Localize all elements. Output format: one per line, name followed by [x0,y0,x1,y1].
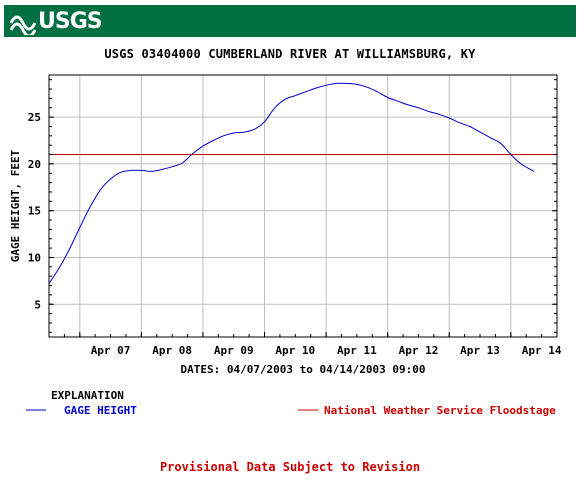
x-tick-label: Apr 13 [460,344,500,357]
x-tick-label: Apr 09 [214,344,254,357]
y-tick-label: 20 [28,158,41,171]
x-tick-label: Apr 07 [91,344,131,357]
x-tick-label: Apr 08 [152,344,192,357]
y-tick-labels: 5 10 15 20 25 [28,111,41,311]
grid-lines [49,75,557,337]
legend-heading: EXPLANATION [51,389,124,402]
legend-gage-label: GAGE HEIGHT [64,404,137,417]
axis-ticks [48,79,558,337]
y-tick-label: 5 [34,298,41,311]
x-tick-label: Apr 11 [337,344,377,357]
y-axis-label: GAGE HEIGHT, FEET [9,149,22,262]
gage-height-series-line [48,82,535,284]
usgs-header-bar: USGS [4,5,576,37]
usgs-logo[interactable]: USGS [10,8,103,35]
x-tick-label: Apr 14 [522,344,562,357]
x-axis-label: DATES: 04/07/2003 to 04/14/2003 09:00 [180,363,425,376]
x-tick-labels: Apr 07 Apr 08 Apr 09 Apr 10 Apr 11 Apr 12 Apr … [91,344,562,357]
plot-area-frame [48,74,558,338]
x-tick-label: Apr 10 [275,344,315,357]
usgs-wave-icon [10,15,36,35]
provisional-data-notice: Provisional Data Subject to Revision [159,460,421,474]
chart-title: USGS 03404000 CUMBERLAND RIVER AT WILLIA… [104,47,476,61]
y-tick-label: 25 [28,111,41,124]
y-tick-label: 15 [28,205,41,218]
usgs-logo-text: USGS [38,9,103,34]
legend-flood-label: National Weather Service Floodstage [324,404,556,417]
x-tick-label: Apr 12 [399,344,439,357]
y-tick-label: 10 [28,251,41,264]
